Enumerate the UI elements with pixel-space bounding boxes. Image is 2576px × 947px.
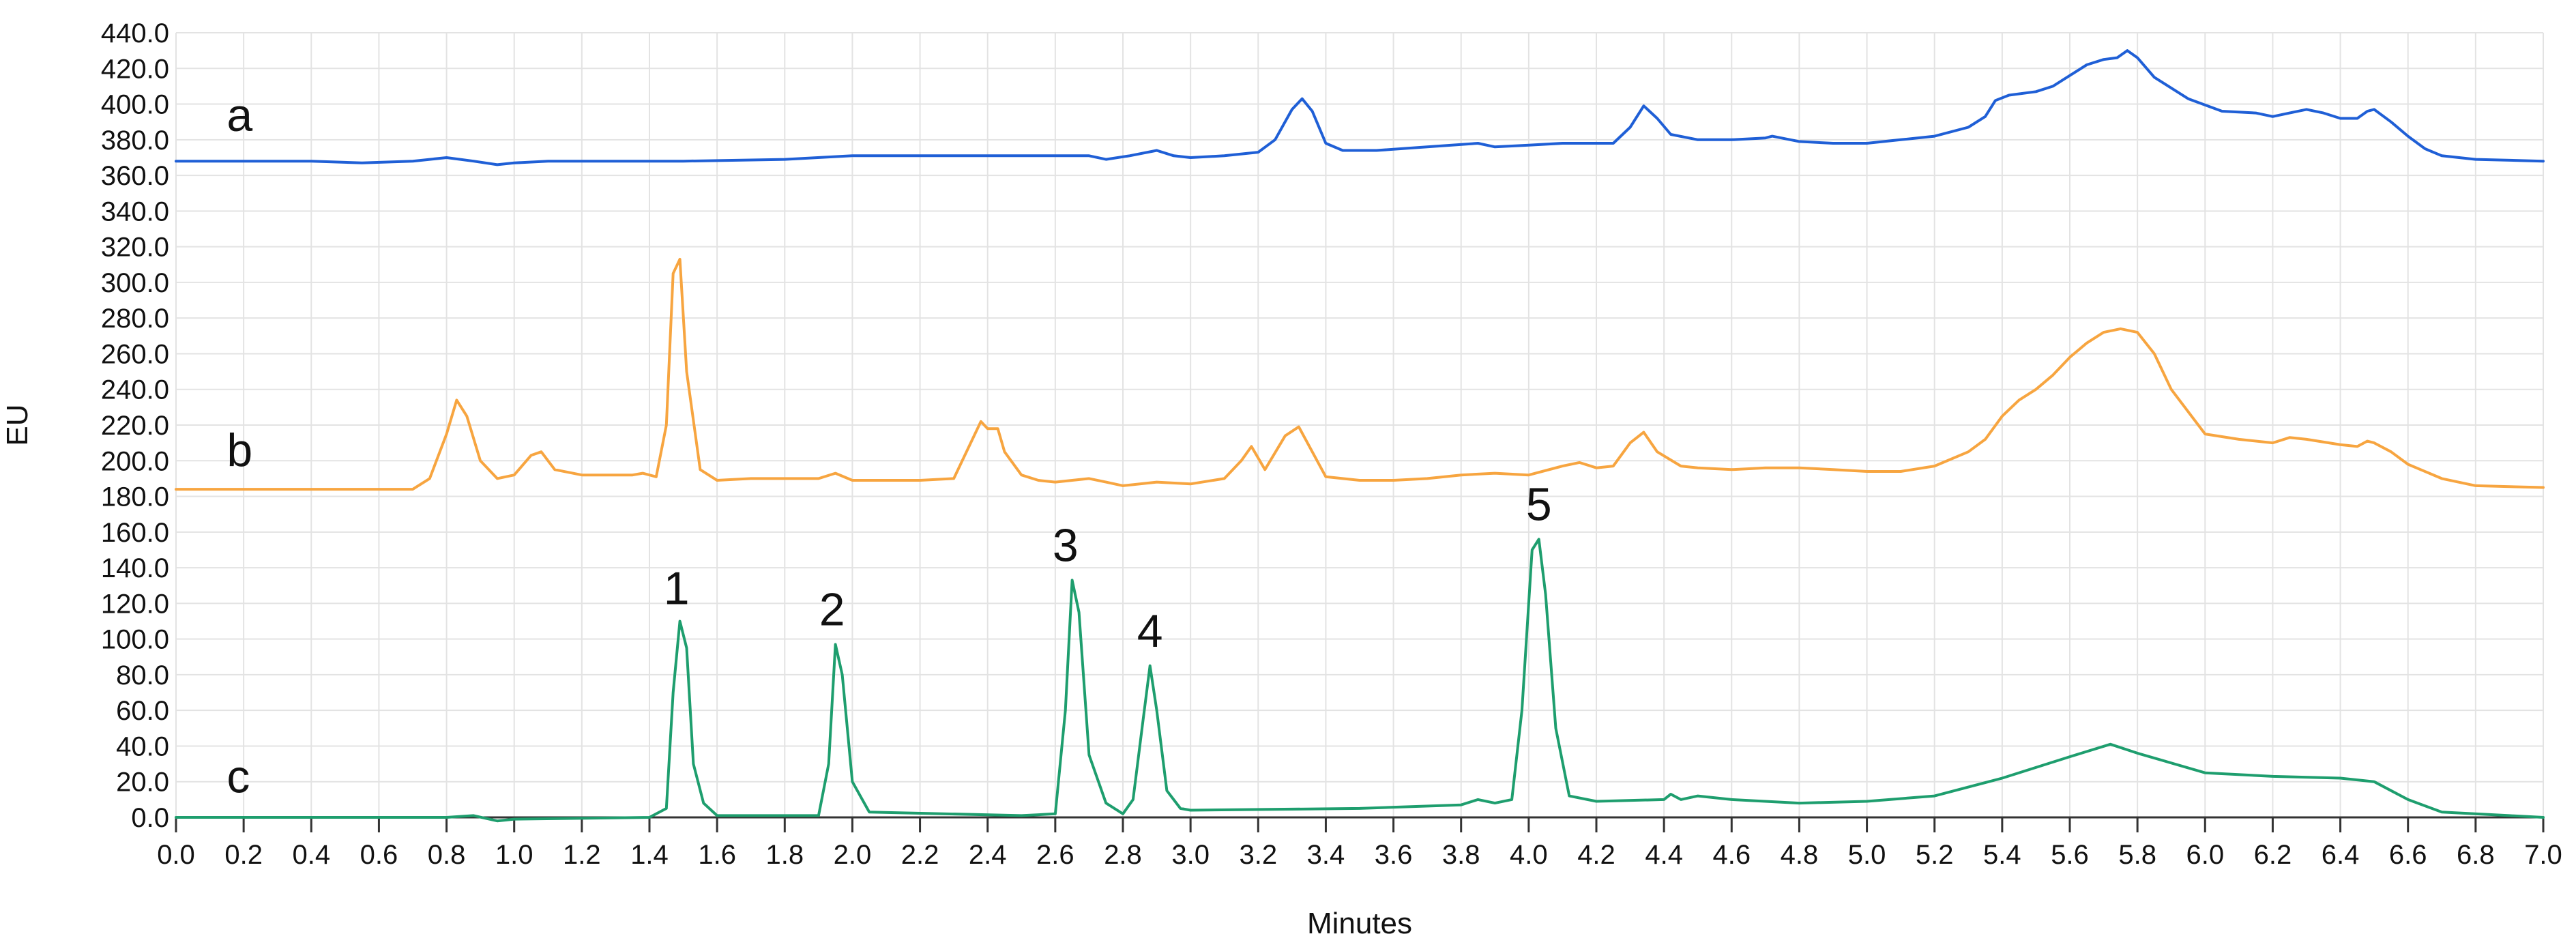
x-tick-label: 6.2 (2254, 840, 2292, 870)
trace-a (175, 49, 2545, 166)
x-tick-label: 1.8 (765, 840, 804, 870)
x-tick-label: 4.2 (1577, 840, 1615, 870)
x-tick-label: 1.4 (630, 840, 669, 870)
grid (175, 32, 2544, 818)
y-tick-label: 160.0 (101, 518, 169, 548)
trace-b (175, 257, 2545, 491)
y-tick-label: 360.0 (101, 161, 169, 191)
y-tick-label: 280.0 (101, 304, 169, 334)
y-tick-label: 380.0 (101, 126, 169, 156)
x-tick-label: 2.6 (1036, 840, 1074, 870)
y-tick-label: 0.0 (131, 803, 169, 833)
x-tick-label: 0.0 (157, 840, 195, 870)
x-tick-label: 4.0 (1510, 840, 1548, 870)
x-tick-label: 4.6 (1712, 840, 1751, 870)
x-axis-title: Minutes (1307, 907, 1412, 940)
x-tick-label: 3.2 (1239, 840, 1277, 870)
x-tick-label: 1.6 (698, 840, 736, 870)
y-tick-label: 140.0 (101, 553, 169, 583)
y-tick-label: 320.0 (101, 233, 169, 263)
y-tick-labels: 0.0 20.0 40.0 60.0 80.0 100.0 120.0 140.0 160.0 1… (101, 18, 169, 833)
x-tick-label: 3.4 (1307, 840, 1345, 870)
trace-c (175, 538, 2545, 823)
y-tick-label: 440.0 (101, 18, 169, 48)
peak-label-2: 2 (819, 584, 845, 636)
annotations: a b c 1 2 3 4 5 (226, 89, 1551, 803)
x-tick-label: 4.8 (1781, 840, 1819, 870)
x-tick-label: 6.4 (2322, 840, 2360, 870)
y-tick-label: 180.0 (101, 482, 169, 512)
x-tick-label: 6.0 (2186, 840, 2224, 870)
y-tick-label: 60.0 (116, 696, 169, 726)
trace-label-a: a (226, 89, 252, 141)
trace-label-c: c (226, 751, 250, 802)
y-tick-label: 40.0 (116, 731, 169, 761)
x-tick-label: 5.6 (2051, 840, 2089, 870)
x-tick-label: 0.8 (428, 840, 466, 870)
x-tick-label: 4.4 (1645, 840, 1683, 870)
y-axis-title: EU (1, 404, 34, 446)
y-tick-label: 400.0 (101, 90, 169, 120)
y-tick-label: 120.0 (101, 589, 169, 619)
x-tick-label: 7.0 (2524, 840, 2562, 870)
series-traces (175, 49, 2545, 823)
x-tick-label: 0.2 (224, 840, 263, 870)
x-tick-label: 2.2 (901, 840, 939, 870)
x-tick-label: 0.4 (292, 840, 330, 870)
x-tick-label: 2.8 (1104, 840, 1142, 870)
x-tick-label: 1.0 (495, 840, 533, 870)
x-tick-label: 6.8 (2457, 840, 2495, 870)
x-tick-label: 5.8 (2118, 840, 2156, 870)
y-tick-label: 20.0 (116, 768, 169, 798)
x-tick-label: 2.4 (969, 840, 1007, 870)
x-tick-label: 3.6 (1375, 840, 1413, 870)
y-tick-label: 340.0 (101, 196, 169, 227)
y-tick-label: 300.0 (101, 268, 169, 298)
y-tick-label: 240.0 (101, 375, 169, 405)
x-tick-label: 1.2 (563, 840, 601, 870)
y-tick-label: 80.0 (116, 660, 169, 690)
y-tick-label: 100.0 (101, 625, 169, 655)
x-tick-label: 5.2 (1916, 840, 1954, 870)
x-tick-label: 0.6 (360, 840, 398, 870)
trace-label-b: b (226, 424, 252, 476)
y-tick-label: 220.0 (101, 411, 169, 441)
x-tick-label: 3.0 (1171, 840, 1210, 870)
x-tick-labels: 0.0 0.2 0.4 0.6 0.8 1.0 1.2 1.4 1.6 1.8 2.0 2.2 2.4 2… (157, 817, 2562, 870)
y-tick-label: 260.0 (101, 339, 169, 369)
y-tick-label: 420.0 (101, 54, 169, 84)
x-tick-label: 5.4 (1983, 840, 2021, 870)
peak-label-1: 1 (664, 562, 690, 614)
x-tick-label: 5.0 (1848, 840, 1886, 870)
peak-label-4: 4 (1137, 605, 1163, 657)
peak-label-3: 3 (1053, 520, 1079, 572)
x-tick-label: 2.0 (834, 840, 872, 870)
x-tick-label: 6.6 (2389, 840, 2427, 870)
y-tick-label: 200.0 (101, 446, 169, 476)
peak-label-5: 5 (1526, 478, 1552, 530)
x-tick-label: 3.8 (1442, 840, 1480, 870)
